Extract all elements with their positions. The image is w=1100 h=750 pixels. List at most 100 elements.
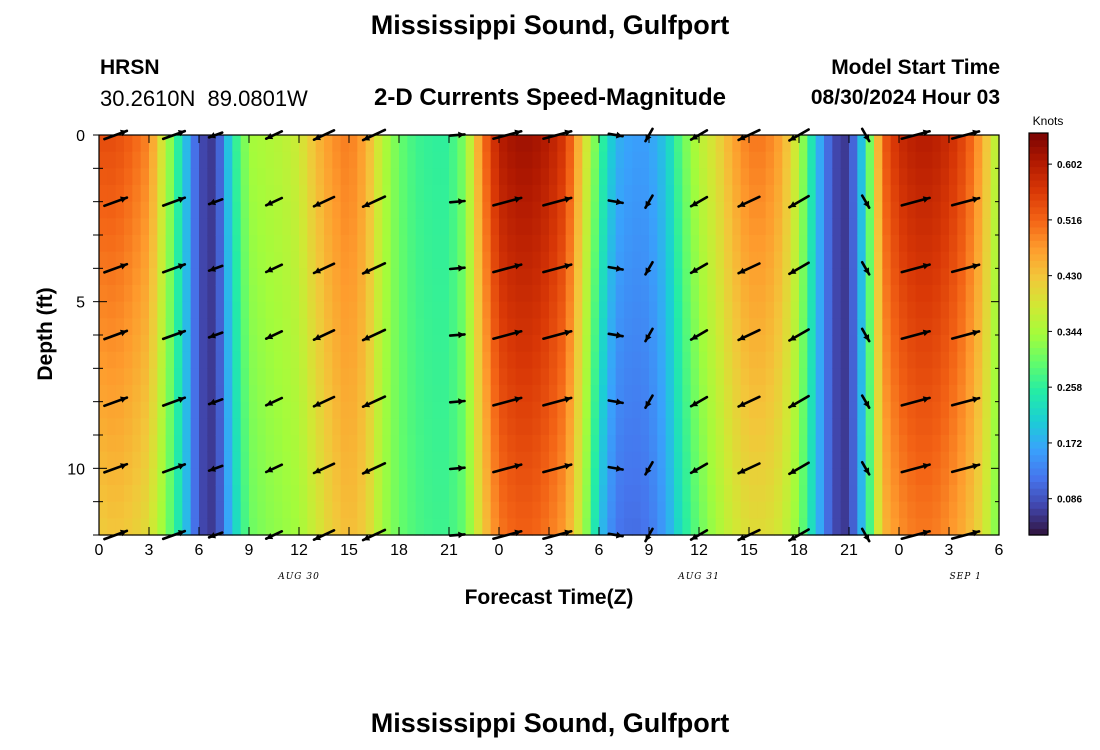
heatmap-cell xyxy=(665,418,675,436)
heatmap-cell xyxy=(115,318,125,336)
heatmap-cell xyxy=(515,401,525,419)
colorbar-tick-label: 0.430 xyxy=(1057,272,1082,283)
heatmap-cell xyxy=(140,168,150,186)
heatmap-cell xyxy=(765,218,775,236)
heatmap-cell xyxy=(990,301,1000,319)
heatmap-cell xyxy=(849,318,858,336)
heatmap-cell xyxy=(790,368,800,386)
heatmap-cell xyxy=(499,268,508,286)
heatmap-cell xyxy=(240,168,250,186)
heatmap-cell xyxy=(190,418,200,436)
heatmap-cell xyxy=(182,501,192,519)
heatmap-cell xyxy=(757,151,767,169)
heatmap-cell xyxy=(149,168,158,186)
heatmap-cell xyxy=(749,518,758,536)
heatmap-cell xyxy=(849,218,858,236)
heatmap-cell xyxy=(540,301,550,319)
heatmap-cell xyxy=(290,335,300,353)
heatmap-cell xyxy=(799,485,808,503)
heatmap-cell xyxy=(982,401,992,419)
heatmap-cell xyxy=(165,268,175,286)
heatmap-cell xyxy=(407,318,417,336)
heatmap-cell xyxy=(115,185,125,203)
heatmap-cell xyxy=(874,501,883,519)
heatmap-cell xyxy=(299,401,308,419)
heatmap-cell xyxy=(565,318,575,336)
heatmap-cell xyxy=(540,401,550,419)
heatmap-cell xyxy=(440,318,450,336)
heatmap-cell xyxy=(532,285,542,303)
heatmap-cell xyxy=(632,418,642,436)
heatmap-cell xyxy=(807,251,817,269)
heatmap-cell xyxy=(857,468,867,486)
heatmap-cell xyxy=(899,501,908,519)
heatmap-cell xyxy=(157,268,167,286)
heatmap-cell xyxy=(807,435,817,453)
heatmap-cell xyxy=(124,168,133,186)
heatmap-cell xyxy=(899,418,908,436)
heatmap-cell xyxy=(140,368,150,386)
heatmap-cell xyxy=(874,151,883,169)
heatmap-cell xyxy=(132,468,142,486)
heatmap-cell xyxy=(290,418,300,436)
heatmap-cell xyxy=(240,268,250,286)
heatmap-cell xyxy=(349,235,358,253)
heatmap-cell xyxy=(657,201,667,219)
heatmap-cell xyxy=(632,235,642,253)
heatmap-cell xyxy=(982,301,992,319)
heatmap-cell xyxy=(299,318,308,336)
heatmap-cell xyxy=(349,318,358,336)
heatmap-cell xyxy=(124,401,133,419)
heatmap-cell xyxy=(657,518,667,536)
heatmap-cell xyxy=(899,468,908,486)
colorbar-segment xyxy=(1029,200,1048,208)
heatmap-cell xyxy=(165,451,175,469)
heatmap-cell xyxy=(274,401,283,419)
heatmap-cell xyxy=(315,135,325,153)
heatmap-cell xyxy=(107,335,117,353)
heatmap-cell xyxy=(632,385,642,403)
heatmap-cell xyxy=(857,351,867,369)
heatmap-cell xyxy=(949,268,958,286)
heatmap-cell xyxy=(549,518,558,536)
heatmap-cell xyxy=(249,251,258,269)
vector-head xyxy=(691,333,699,340)
heatmap-cell xyxy=(524,418,533,436)
heatmap-cell xyxy=(799,418,808,436)
heatmap-cell xyxy=(415,201,425,219)
heatmap-cell xyxy=(324,135,333,153)
colorbar-segment xyxy=(1029,267,1048,275)
heatmap-cell xyxy=(507,451,517,469)
heatmap-cell xyxy=(707,418,717,436)
heatmap-cell xyxy=(965,168,975,186)
heatmap-cell xyxy=(249,218,258,236)
heatmap-cell xyxy=(732,485,742,503)
heatmap-cell xyxy=(549,401,558,419)
heatmap-cell xyxy=(349,185,358,203)
heatmap-cell xyxy=(357,135,367,153)
heatmap-cell xyxy=(924,451,933,469)
heatmap-cell xyxy=(465,185,475,203)
heatmap-cell xyxy=(349,468,358,486)
heatmap-cell xyxy=(590,168,600,186)
heatmap-cell xyxy=(424,168,433,186)
heatmap-cell xyxy=(107,151,117,169)
heatmap-cell xyxy=(482,501,492,519)
heatmap-cell xyxy=(874,318,883,336)
heatmap-cell xyxy=(457,485,467,503)
heatmap-cell xyxy=(265,401,275,419)
heatmap-cell xyxy=(215,235,225,253)
heatmap-cell xyxy=(440,301,450,319)
heatmap-cell xyxy=(724,251,733,269)
heatmap-cell xyxy=(424,518,433,536)
heatmap-cell xyxy=(340,385,350,403)
heatmap-cell xyxy=(182,235,192,253)
heatmap-cell xyxy=(732,335,742,353)
heatmap-cell xyxy=(424,435,433,453)
heatmap-cell xyxy=(382,301,392,319)
heatmap-cell xyxy=(249,285,258,303)
heatmap-cell xyxy=(124,501,133,519)
heatmap-cell xyxy=(982,218,992,236)
heatmap-cell xyxy=(415,435,425,453)
heatmap-cell xyxy=(807,268,817,286)
